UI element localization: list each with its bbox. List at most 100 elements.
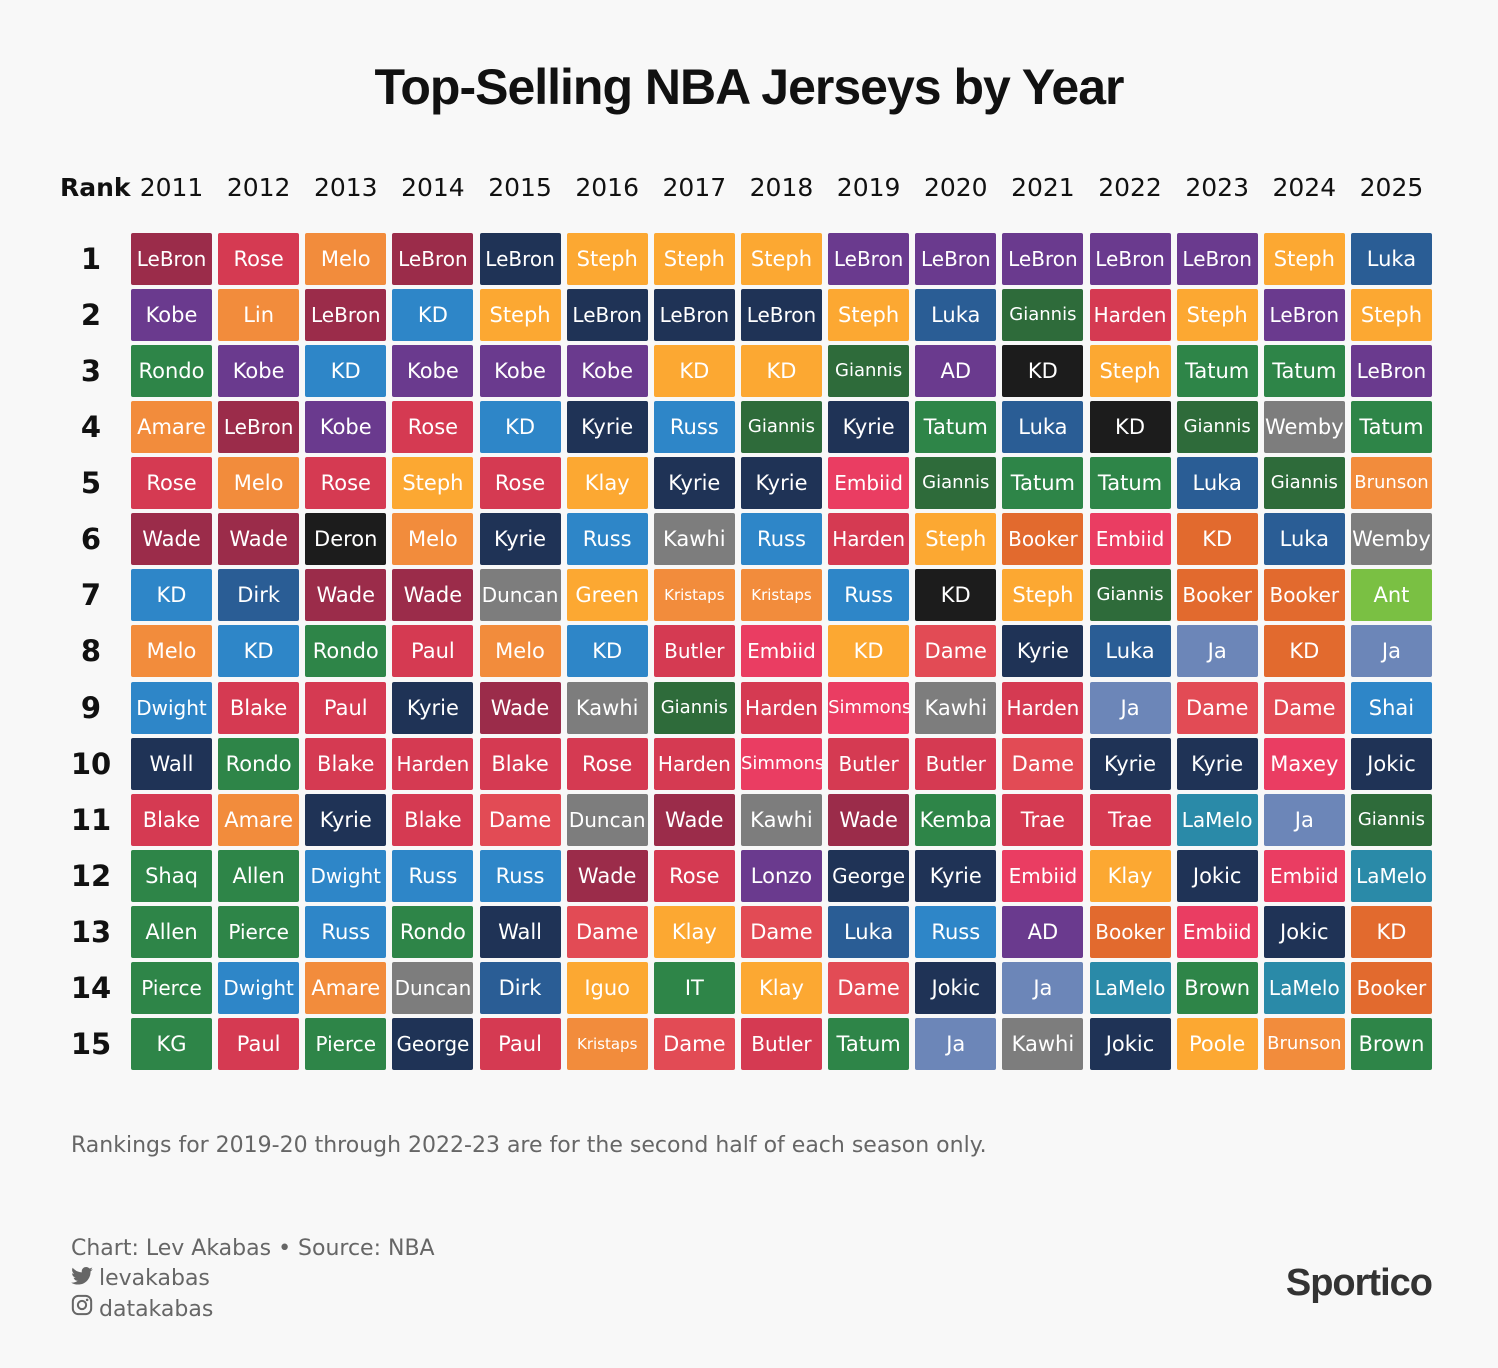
rank-number: 10 bbox=[70, 746, 112, 781]
sportico-logo: Sportico bbox=[1285, 1262, 1433, 1304]
jersey-cell: LeBron bbox=[392, 233, 474, 285]
jersey-cell: Shai bbox=[1350, 681, 1432, 734]
jersey-cell: Harden bbox=[392, 737, 474, 790]
jersey-cell: Russ bbox=[479, 849, 561, 902]
jersey-cell: Harden bbox=[1002, 681, 1084, 734]
jersey-cell: Kristaps bbox=[740, 569, 822, 622]
jersey-cell: Wemby bbox=[1350, 513, 1432, 566]
jersey-cell: Dwight bbox=[131, 681, 212, 734]
jersey-cell: Steph bbox=[1263, 233, 1345, 285]
jersey-cell: Kobe bbox=[131, 289, 212, 342]
jersey-cell: Pierce bbox=[305, 1017, 387, 1070]
jersey-cell: Steph bbox=[1002, 569, 1084, 622]
jersey-cell: Wade bbox=[828, 793, 910, 846]
jersey-cell: Kawhi bbox=[653, 513, 735, 566]
rank-number: 7 bbox=[80, 578, 102, 613]
jersey-cell: Harden bbox=[828, 513, 910, 566]
jersey-cell: Luka bbox=[1263, 513, 1345, 566]
jersey-cell: Harden bbox=[1089, 289, 1171, 342]
jersey-cell: Paul bbox=[305, 681, 387, 734]
jersey-cell: LeBron bbox=[479, 233, 561, 285]
jersey-cell: Allen bbox=[131, 905, 212, 958]
rank-number: 14 bbox=[70, 970, 112, 1005]
jersey-cell: Rose bbox=[392, 401, 474, 454]
jersey-cell: Paul bbox=[218, 1017, 300, 1070]
jersey-cell: Kyrie bbox=[392, 681, 474, 734]
jersey-cell: Rondo bbox=[305, 625, 387, 678]
jersey-cell: Dame bbox=[566, 905, 648, 958]
year-header: 2024 bbox=[1272, 173, 1337, 202]
jersey-cell: Giannis bbox=[1176, 401, 1258, 454]
jersey-cell: Booker bbox=[1263, 569, 1345, 622]
jersey-cell: Russ bbox=[392, 849, 474, 902]
credits: Chart: Lev Akabas • Source: NBA levakaba… bbox=[71, 1234, 435, 1325]
jersey-cell: Giannis bbox=[1002, 289, 1084, 342]
jersey-cell: Allen bbox=[218, 849, 300, 902]
rank-number: 13 bbox=[70, 914, 112, 949]
jersey-cell: Harden bbox=[740, 681, 822, 734]
jersey-cell: Pierce bbox=[218, 905, 300, 958]
jersey-cell: Embiid bbox=[1002, 849, 1084, 902]
year-header: 2016 bbox=[575, 173, 639, 202]
jersey-cell: Tatum bbox=[915, 401, 997, 454]
jersey-cell: Rondo bbox=[218, 737, 300, 790]
jersey-cell: Wade bbox=[392, 569, 474, 622]
rank-number: 11 bbox=[70, 802, 112, 837]
jersey-cell: Russ bbox=[305, 905, 387, 958]
instagram-icon bbox=[71, 1294, 99, 1325]
jersey-cell: Duncan bbox=[392, 961, 474, 1014]
jersey-cell: Embiid bbox=[740, 625, 822, 678]
jersey-cell: Butler bbox=[740, 1017, 822, 1070]
jersey-cell: KD bbox=[1089, 401, 1171, 454]
jersey-cell: Wade bbox=[479, 681, 561, 734]
jersey-cell: KD bbox=[1176, 513, 1258, 566]
jersey-cell: Butler bbox=[828, 737, 910, 790]
jersey-cell: Dame bbox=[1263, 681, 1345, 734]
jersey-cell: Klay bbox=[566, 457, 648, 510]
jersey-cell: Rose bbox=[653, 849, 735, 902]
jersey-cell: Steph bbox=[915, 513, 997, 566]
jersey-cell: KD bbox=[218, 625, 300, 678]
year-header: 2011 bbox=[139, 173, 204, 202]
jersey-cell: Simmons bbox=[740, 737, 822, 790]
jersey-cell: Giannis bbox=[1350, 793, 1432, 846]
jersey-cell: Deron bbox=[305, 513, 387, 566]
jersey-cell: Tatum bbox=[1263, 345, 1345, 398]
jersey-cell: Kyrie bbox=[915, 849, 997, 902]
jersey-cell: Embiid bbox=[828, 457, 910, 510]
jersey-cell: Steph bbox=[566, 233, 648, 285]
jersey-cell: Steph bbox=[828, 289, 910, 342]
jersey-cell: Kyrie bbox=[1002, 625, 1084, 678]
jersey-cell: Ja bbox=[1263, 793, 1345, 846]
jersey-cell: Rose bbox=[218, 233, 300, 285]
rank-number: 2 bbox=[80, 298, 102, 333]
jersey-cell: Iguo bbox=[566, 961, 648, 1014]
jersey-cell: KD bbox=[392, 289, 474, 342]
twitter-handle-text: levakabas bbox=[99, 1266, 210, 1291]
jersey-cell: KD bbox=[479, 401, 561, 454]
year-header: 2023 bbox=[1185, 173, 1249, 202]
year-header: 2014 bbox=[401, 173, 465, 202]
jersey-cell: Steph bbox=[1176, 289, 1258, 342]
jersey-cell: Embiid bbox=[1176, 905, 1258, 958]
jersey-cell: Blake bbox=[479, 737, 561, 790]
jersey-cell: KD bbox=[915, 569, 997, 622]
twitter-handle: levakabas bbox=[71, 1264, 435, 1294]
jersey-cell: Lin bbox=[218, 289, 300, 342]
year-header: 2021 bbox=[1011, 173, 1075, 202]
jersey-cell: Kyrie bbox=[653, 457, 735, 510]
jersey-cell: LeBron bbox=[218, 401, 300, 454]
jersey-cell: Dame bbox=[479, 793, 561, 846]
jersey-cell: Ja bbox=[1089, 681, 1171, 734]
rank-number: 15 bbox=[70, 1026, 112, 1061]
jersey-cell: Kobe bbox=[566, 345, 648, 398]
rank-number: 3 bbox=[80, 354, 102, 389]
rank-number: 9 bbox=[80, 690, 102, 725]
jersey-cell: LaMelo bbox=[1263, 961, 1345, 1014]
jersey-cell: AD bbox=[915, 345, 997, 398]
year-header: 2025 bbox=[1359, 173, 1424, 202]
year-header: 2022 bbox=[1098, 173, 1162, 202]
jersey-cell: Kyrie bbox=[479, 513, 561, 566]
jersey-cell: Maxey bbox=[1263, 737, 1345, 790]
jersey-cell: Kyrie bbox=[566, 401, 648, 454]
